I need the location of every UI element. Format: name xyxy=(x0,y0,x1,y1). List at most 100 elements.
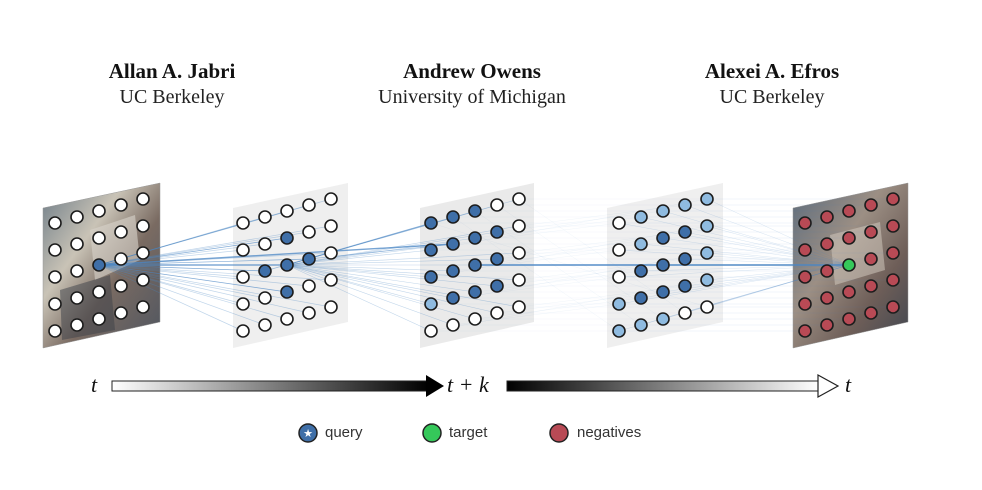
graph-edge xyxy=(662,264,850,293)
negative-node xyxy=(798,243,812,257)
graph-node xyxy=(656,312,670,326)
graph-node xyxy=(70,318,84,332)
negative-node xyxy=(820,318,834,332)
negative-node xyxy=(798,297,812,311)
graph-edge xyxy=(684,204,850,266)
legend-query-label: query xyxy=(325,424,363,441)
graph-node xyxy=(490,198,504,212)
author-name: Andrew Owens xyxy=(403,59,541,83)
graph-node xyxy=(324,246,338,260)
graph-node xyxy=(48,270,62,284)
graph-edge xyxy=(286,264,454,326)
graph-edge xyxy=(98,264,266,326)
graph-node xyxy=(678,225,692,239)
graph-edge xyxy=(98,258,310,266)
graph-edge xyxy=(98,210,288,266)
graph-node xyxy=(446,237,460,251)
graph-node xyxy=(280,258,294,272)
graph-node xyxy=(280,231,294,245)
graph-node xyxy=(612,270,626,284)
graph-node xyxy=(468,231,482,245)
graph-edge xyxy=(618,249,850,266)
author-affiliation: UC Berkeley xyxy=(119,86,225,108)
graph-node xyxy=(678,252,692,266)
graph-edge xyxy=(98,231,310,266)
graph-node xyxy=(136,219,150,233)
graph-edge xyxy=(662,237,850,266)
graph-node xyxy=(302,225,316,239)
negative-node xyxy=(864,279,878,293)
graph-node xyxy=(48,324,62,338)
graph-node xyxy=(512,192,526,206)
negative-node xyxy=(864,198,878,212)
negative-node xyxy=(798,324,812,338)
graph-edge xyxy=(286,225,520,266)
graph-node xyxy=(700,219,714,233)
graph-edge xyxy=(98,264,266,299)
graph-node xyxy=(280,285,294,299)
graph-node xyxy=(424,216,438,230)
graph-edge xyxy=(662,210,850,266)
graph-node xyxy=(656,285,670,299)
graph-node xyxy=(468,312,482,326)
nodes xyxy=(48,192,900,338)
graph-node xyxy=(114,306,128,320)
graph-node xyxy=(70,210,84,224)
graph-node xyxy=(258,237,272,251)
graph-edge xyxy=(98,243,454,266)
negative-node xyxy=(820,291,834,305)
graph-node xyxy=(114,252,128,266)
graph-node xyxy=(446,291,460,305)
graph-edge xyxy=(618,264,850,305)
graph-edge xyxy=(618,222,850,266)
graph-node xyxy=(236,243,250,257)
graph-edge xyxy=(286,204,498,266)
graph-node xyxy=(656,258,670,272)
graph-node xyxy=(236,324,250,338)
graph-edge xyxy=(286,231,498,266)
graph-edge xyxy=(98,237,288,266)
graph-node xyxy=(446,264,460,278)
graph-node xyxy=(512,246,526,260)
graph-node xyxy=(136,273,150,287)
graph-node xyxy=(114,279,128,293)
author-1: Allan A. Jabri UC Berkeley xyxy=(22,58,322,110)
graph-node xyxy=(114,198,128,212)
target-node xyxy=(842,258,856,272)
query-node xyxy=(92,258,106,272)
graph-edge xyxy=(286,258,498,266)
graph-node xyxy=(490,279,504,293)
negative-node xyxy=(886,246,900,260)
legend-query-marker: ★ xyxy=(298,423,318,443)
graph-edge xyxy=(286,210,476,266)
graph-edge xyxy=(98,264,244,305)
graph-node xyxy=(656,204,670,218)
graph-node xyxy=(700,192,714,206)
graph-node xyxy=(48,243,62,257)
graph-node xyxy=(258,291,272,305)
graph-node xyxy=(324,219,338,233)
graph-edge xyxy=(286,264,432,305)
graph-edge xyxy=(286,264,520,281)
graph-edge xyxy=(286,264,476,320)
negative-node xyxy=(864,306,878,320)
graph-node xyxy=(512,273,526,287)
graph-edge xyxy=(286,264,432,278)
graph-node xyxy=(92,312,106,326)
graph-node xyxy=(302,252,316,266)
graph-node xyxy=(48,216,62,230)
graph-node xyxy=(236,216,250,230)
graph-edge xyxy=(662,264,850,320)
graph-node xyxy=(258,318,272,332)
graph-edge xyxy=(98,264,244,332)
graph-node xyxy=(70,237,84,251)
timeline-arrow-backward xyxy=(506,373,840,399)
graph-node xyxy=(424,324,438,338)
negative-node xyxy=(886,219,900,233)
author-name: Allan A. Jabri xyxy=(108,59,236,83)
negative-node xyxy=(842,204,856,218)
negative-node xyxy=(820,210,834,224)
graph-edge xyxy=(706,225,850,266)
graph-node xyxy=(92,285,106,299)
